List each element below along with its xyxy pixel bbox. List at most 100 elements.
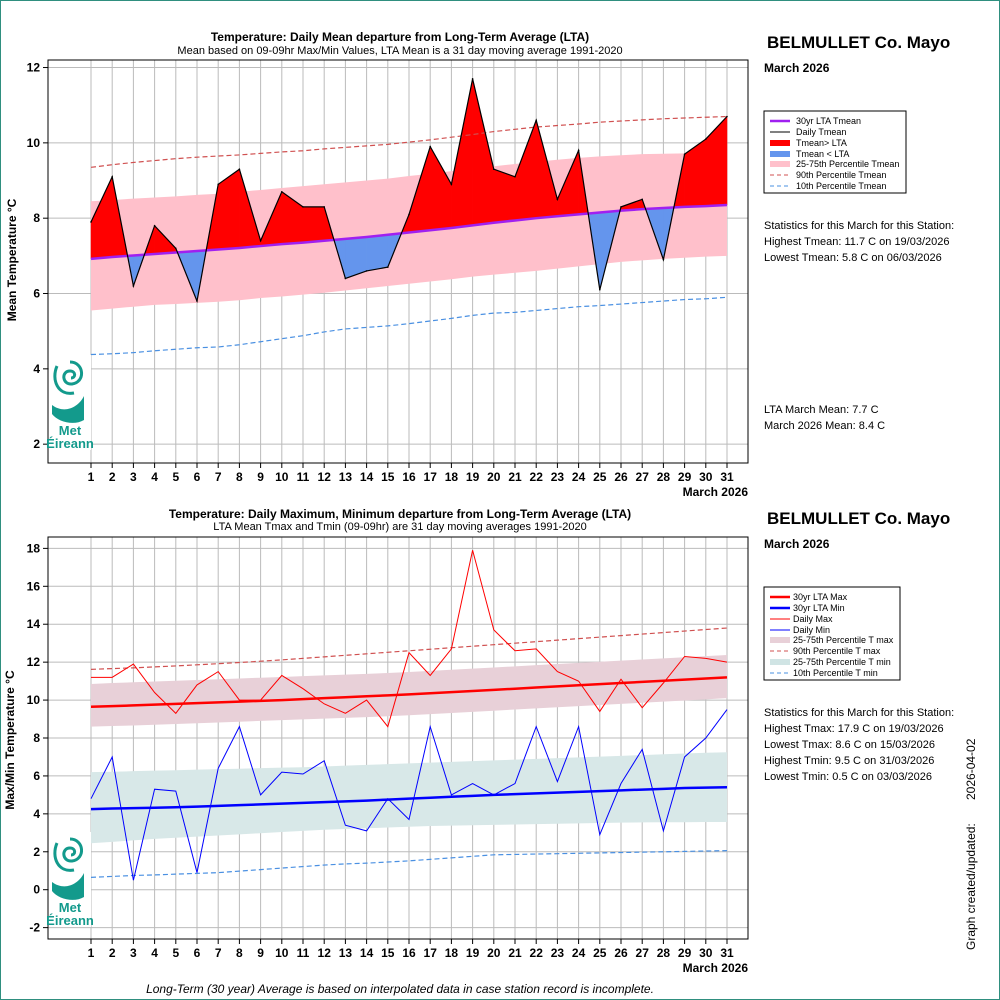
y-tick-label: 12 — [27, 61, 41, 75]
x-tick-label: 1 — [88, 946, 95, 960]
x-tick-label: 16 — [402, 470, 416, 484]
daily-tmean-point — [281, 191, 283, 193]
legend-label: Tmean < LTA — [796, 149, 849, 159]
legend-label: 90th Percentile Tmean — [796, 170, 886, 180]
x-tick-label: 2 — [109, 470, 116, 484]
x-tick-label: 5 — [172, 946, 179, 960]
y-tick-label: 8 — [33, 731, 40, 745]
daily-tmean-point — [153, 224, 156, 227]
y-tick-label: 16 — [27, 579, 41, 593]
x-tick-label: 14 — [360, 470, 374, 484]
x-tick-label: 9 — [257, 470, 264, 484]
bottom-period-label: March 2026 — [764, 537, 830, 551]
met-eireann-logo-bottom: Met Éireann — [46, 832, 94, 928]
x-tick-label: 7 — [215, 946, 222, 960]
y-tick-label: 14 — [27, 617, 41, 631]
created-label: Graph created/updated: — [964, 823, 978, 950]
x-tick-label: 23 — [551, 946, 565, 960]
x-tick-label: 22 — [530, 946, 544, 960]
departure-segment — [366, 234, 389, 272]
legend-label: 25-75th Percentile T max — [793, 635, 894, 645]
daily-tmean-point — [217, 183, 219, 186]
bottom-legend: 30yr LTA Max 30yr LTA Min Daily Max Dail… — [763, 586, 901, 681]
x-tick-label: 27 — [636, 946, 650, 960]
x-tick-label: 12 — [318, 470, 332, 484]
departure-segment — [302, 206, 325, 243]
legend-label: 30yr LTA Tmean — [796, 116, 861, 126]
daily-tmean-point — [387, 266, 389, 268]
bottom-chart-subtitle: LTA Mean Tmax and Tmin (09-09hr) are 31 … — [213, 521, 586, 533]
x-tick-label: 19 — [466, 470, 480, 484]
top-chart-title: Temperature: Daily Mean departure from L… — [211, 30, 589, 44]
x-tick-label: 8 — [236, 470, 243, 484]
x-tick-label: 17 — [424, 946, 438, 960]
daily-tmean-point — [471, 78, 474, 80]
bottom-stat-line: Lowest Tmin: 0.5 C on 03/03/2026 — [764, 771, 932, 783]
daily-tmean-point — [111, 175, 113, 178]
legend-label: 30yr LTA Min — [793, 603, 845, 613]
logo-text: Met — [59, 900, 82, 915]
x-tick-label: 30 — [699, 470, 713, 484]
x-tick-label: 11 — [297, 946, 310, 960]
y-tick-label: 12 — [27, 655, 41, 669]
x-tick-label: 31 — [720, 946, 734, 960]
x-tick-label: 25 — [593, 946, 607, 960]
bottom-x-axis-label: March 2026 — [683, 961, 749, 975]
x-tick-label: 20 — [487, 470, 501, 484]
daily-tmean-point — [302, 206, 304, 208]
x-tick-label: 6 — [194, 470, 201, 484]
daily-tmean-point — [577, 149, 580, 152]
series-lta-tmean — [90, 203, 728, 261]
x-tick-label: 26 — [614, 470, 628, 484]
y-tick-label: 2 — [33, 845, 40, 859]
legend-label: 90th Percentile T max — [793, 646, 881, 656]
x-tick-label: 10 — [275, 946, 289, 960]
x-tick-label: 21 — [508, 470, 522, 484]
y-tick-label: 6 — [33, 769, 40, 783]
x-tick-label: 4 — [151, 946, 158, 960]
top-chart-subtitle: Mean based on 09-09hr Max/Min Values, LT… — [177, 45, 622, 57]
x-tick-label: 4 — [151, 470, 158, 484]
series-daily-max — [91, 550, 728, 728]
x-tick-label: 3 — [130, 946, 137, 960]
logo-wave-icon — [52, 396, 84, 423]
top-summary-line: LTA March Mean: 7.7 C — [764, 404, 879, 416]
x-tick-label: 28 — [657, 470, 671, 484]
daily-tmean-point — [365, 270, 368, 272]
x-tick-label: 6 — [194, 946, 201, 960]
y-tick-label: 4 — [33, 807, 40, 821]
logo-text: Met — [59, 423, 82, 438]
daily-tmean-point — [196, 300, 198, 302]
bottom-stat-line: Highest Tmax: 17.9 C on 19/03/2026 — [764, 723, 944, 735]
legend-label: 25-75th Percentile T min — [793, 657, 891, 667]
created-date: 2026-04-02 — [964, 738, 978, 800]
daily-tmean-point — [259, 239, 262, 242]
top-summary-line: March 2026 Mean: 8.4 C — [764, 420, 885, 432]
daily-tmean-point — [344, 277, 347, 280]
legend-label: Daily Max — [793, 614, 833, 624]
created-date-label: Graph created/updated: 2026-04-02 — [964, 738, 978, 950]
y-tick-label: 10 — [27, 136, 41, 150]
top-stats-heading: Statistics for this March for this Stati… — [764, 220, 954, 232]
x-tick-label: 26 — [614, 946, 628, 960]
daily-tmean-point — [132, 285, 135, 287]
x-tick-label: 17 — [424, 470, 438, 484]
daily-tmean-point — [238, 168, 241, 171]
x-tick-label: 13 — [339, 946, 353, 960]
x-tick-label: 9 — [257, 946, 264, 960]
daily-tmean-point — [662, 258, 665, 261]
x-tick-label: 25 — [593, 470, 607, 484]
x-tick-label: 31 — [720, 470, 734, 484]
daily-tmean-point — [726, 115, 728, 118]
x-tick-label: 15 — [381, 470, 395, 484]
x-tick-label: 13 — [339, 470, 353, 484]
bottom-chart-title: Temperature: Daily Maximum, Minimum depa… — [169, 507, 631, 521]
daily-tmean-point — [514, 175, 516, 178]
x-tick-label: 7 — [215, 470, 222, 484]
legend-label: 25-75th Percentile Tmean — [796, 159, 899, 169]
logo-wave-icon — [52, 873, 84, 900]
x-tick-label: 29 — [678, 470, 692, 484]
x-tick-label: 18 — [445, 946, 459, 960]
series-lta-min — [90, 786, 728, 811]
